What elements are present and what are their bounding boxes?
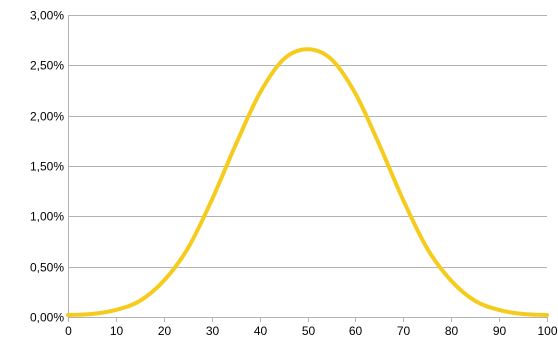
y-gridlines — [68, 15, 547, 268]
series-line — [66, 47, 549, 317]
y-tick-label: 0,50% — [30, 261, 64, 275]
x-tick-label: 10 — [110, 324, 124, 338]
y-tick-label: 2,00% — [30, 110, 64, 124]
x-tick-label: 100 — [537, 324, 557, 338]
x-tick-label: 70 — [397, 324, 411, 338]
y-axis: 0,00% 0,50% 1,00% 1,50% 2,00% 2,50% 3,00% — [30, 9, 69, 325]
x-tick-label: 40 — [254, 324, 268, 338]
x-tick-label: 90 — [493, 324, 507, 338]
y-tick-label: 3,00% — [30, 9, 64, 23]
x-tick-label: 20 — [158, 324, 172, 338]
x-tick-label: 60 — [349, 324, 363, 338]
x-tick-label: 30 — [206, 324, 220, 338]
x-tick-label: 50 — [302, 324, 316, 338]
y-tick-label: 1,00% — [30, 210, 64, 224]
x-tick-label: 0 — [65, 324, 72, 338]
y-tick-label: 0,00% — [30, 311, 64, 325]
y-tick-label: 1,50% — [30, 160, 64, 174]
x-tick-label: 80 — [445, 324, 459, 338]
y-tick-label: 2,50% — [30, 59, 64, 73]
series-group — [66, 47, 549, 317]
x-axis: 0 10 20 30 40 50 60 70 80 90 100 — [65, 317, 558, 338]
